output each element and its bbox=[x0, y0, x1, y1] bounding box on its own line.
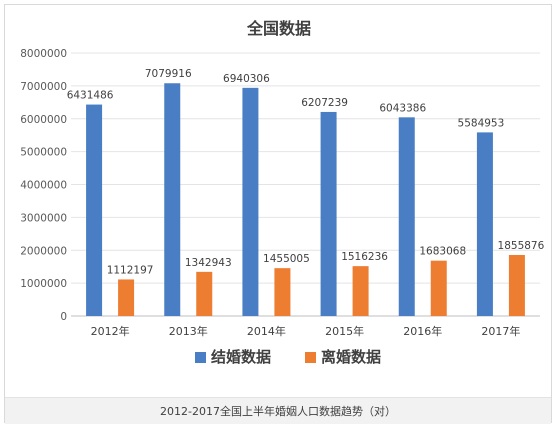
y-tick-label: 5000000 bbox=[20, 147, 67, 159]
bar-marriage bbox=[320, 111, 337, 317]
data-label: 1683068 bbox=[419, 246, 466, 258]
y-tick-label: 2000000 bbox=[20, 245, 67, 257]
data-label: 5584953 bbox=[458, 117, 505, 129]
y-tick-label: 8000000 bbox=[20, 48, 67, 60]
data-label: 6431486 bbox=[67, 90, 114, 102]
chart-caption: 2012-2017全国上半年婚姻人口数据趋势（对） bbox=[5, 397, 551, 424]
bar-divorce bbox=[352, 266, 369, 316]
y-tick-label: 1000000 bbox=[20, 278, 67, 290]
data-label: 1455005 bbox=[263, 253, 310, 265]
x-tick-label: 2016年 bbox=[403, 324, 442, 338]
bar-marriage bbox=[398, 117, 415, 316]
chart-title: 全国数据 bbox=[246, 19, 311, 38]
x-tick-label: 2013年 bbox=[169, 324, 208, 338]
data-label: 1855876 bbox=[498, 240, 545, 252]
bar-divorce bbox=[196, 271, 213, 316]
y-tick-label: 6000000 bbox=[20, 114, 67, 126]
bar-divorce bbox=[274, 268, 291, 316]
x-tick-label: 2014年 bbox=[247, 324, 286, 338]
y-tick-label: 0 bbox=[60, 311, 67, 323]
bar-divorce bbox=[430, 260, 447, 316]
data-label: 6207239 bbox=[301, 97, 348, 109]
bar-marriage bbox=[86, 104, 103, 316]
bar-marriage bbox=[164, 83, 181, 316]
bar-marriage bbox=[242, 87, 259, 317]
y-tick-label: 7000000 bbox=[20, 81, 67, 93]
bar-divorce bbox=[118, 279, 135, 316]
data-label: 6940306 bbox=[223, 73, 270, 85]
legend-label: 离婚数据 bbox=[321, 348, 381, 366]
legend-label: 结婚数据 bbox=[211, 348, 271, 366]
bar-marriage bbox=[476, 132, 493, 316]
bar-chart: 全国数据 0 1000000 2000000 3000000 4000000 5000000… bbox=[20, 19, 545, 366]
x-tick-label: 2012年 bbox=[91, 324, 130, 338]
data-label: 6043386 bbox=[379, 102, 426, 114]
chart-frame: 全国数据 0 1000000 2000000 3000000 4000000 5000000… bbox=[4, 4, 553, 424]
bar-divorce bbox=[508, 254, 525, 316]
chart-area: 全国数据 0 1000000 2000000 3000000 4000000 5000000… bbox=[5, 5, 553, 393]
legend-swatch bbox=[305, 352, 316, 363]
y-tick-label: 4000000 bbox=[20, 180, 67, 192]
data-label: 1342943 bbox=[185, 257, 232, 269]
y-tick-label: 3000000 bbox=[20, 212, 67, 224]
x-tick-label: 2015年 bbox=[325, 324, 364, 338]
x-tick-label: 2017年 bbox=[481, 324, 520, 338]
legend-swatch bbox=[195, 352, 206, 363]
data-label: 7079916 bbox=[145, 68, 192, 80]
data-label: 1516236 bbox=[341, 251, 388, 263]
data-label: 1112197 bbox=[107, 264, 154, 276]
